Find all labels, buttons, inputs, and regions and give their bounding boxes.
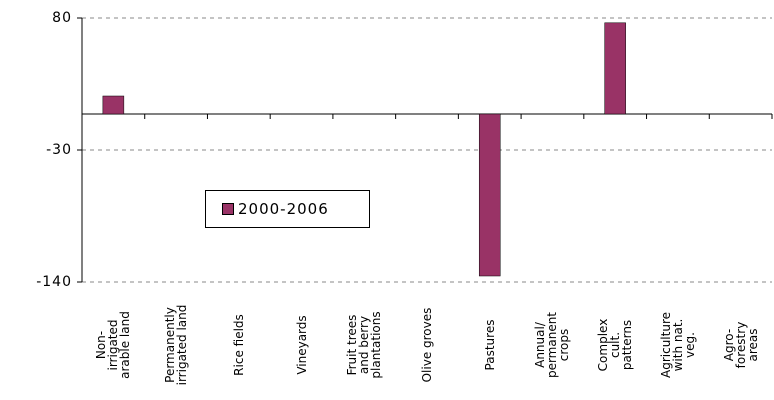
- x-tick-label: Annual/ permanent crops: [533, 311, 572, 379]
- x-tick-label: Complex cult. patterns: [596, 318, 635, 372]
- bar: [604, 22, 626, 115]
- x-tick-label: Fruit trees and berry plantations: [345, 311, 384, 379]
- y-tick-label: 80: [52, 10, 72, 26]
- x-tick-label: Agriculture with nat. veg.: [658, 312, 697, 378]
- x-tick-label: Non- irrigated arable land: [94, 311, 133, 379]
- y-tick-label: -140: [36, 274, 72, 290]
- x-tick-label: Agro- forestry areas: [721, 321, 760, 369]
- y-tick-label: -30: [46, 142, 72, 158]
- x-tick-label: Vineyards: [294, 315, 309, 375]
- legend-label: 2000-2006: [238, 200, 329, 218]
- chart: -140 -30 80: [36, 10, 773, 290]
- bar: [478, 113, 501, 277]
- x-tick-label: Pastures: [482, 319, 497, 371]
- x-tick-label: Rice fields: [231, 314, 246, 376]
- legend-swatch: [222, 203, 234, 215]
- x-tick-label: Olive groves: [420, 307, 434, 383]
- bar: [102, 95, 125, 115]
- x-tick-label: Permanently irrigated land: [163, 304, 190, 386]
- legend: 2000-2006: [205, 190, 370, 228]
